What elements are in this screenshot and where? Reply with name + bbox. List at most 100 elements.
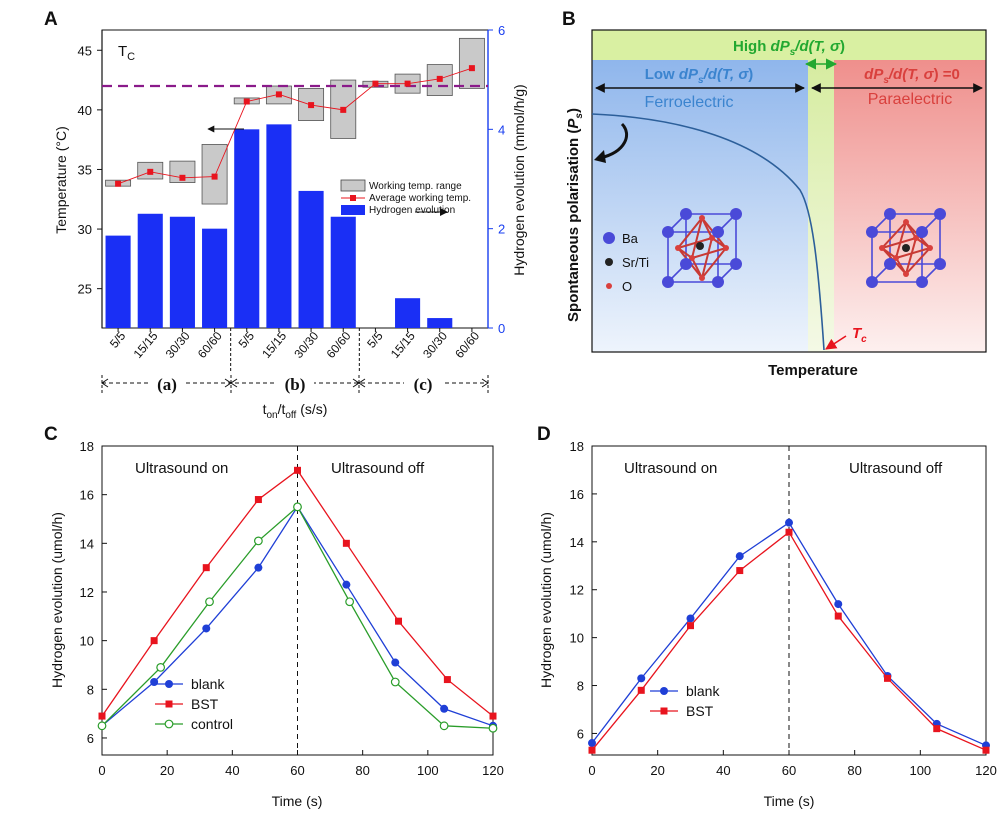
x-tick-label-4: 80 [355, 763, 369, 778]
series-point-blank-4 [785, 518, 793, 527]
y-tick-label-1: 8 [87, 682, 94, 697]
series-point-blank-7 [440, 704, 449, 713]
avg-temp-marker-1 [147, 168, 154, 175]
category-label-4: 5/5 [236, 329, 258, 351]
panel-b-diagram: High dPs/d(T, σ) Low dPs/d(T, σ) dPs/d(T… [565, 29, 987, 379]
oxygen-atom-3 [723, 245, 729, 251]
hydrogen-bar-9 [395, 298, 421, 328]
ba-atom-0 [866, 226, 878, 238]
ba-label: Ba [622, 231, 639, 246]
hydrogen-bar-0 [105, 235, 131, 328]
tc-curve-label: Tc [852, 325, 867, 345]
ferroelectric-label: Ferroelectric [645, 94, 734, 111]
ba-atom-6 [934, 258, 946, 270]
panel-c-series [97, 466, 498, 733]
ba-atom-5 [730, 208, 742, 220]
o-label: O [622, 279, 632, 294]
panel-d-x-axis-label: Time (s) [764, 793, 815, 809]
left-tick-label-2: 35 [78, 162, 92, 177]
panel-c-ultrasound-on: Ultrasound on [135, 460, 228, 477]
ba-atom-2 [916, 276, 928, 288]
paraelectric-label: Paraelectric [868, 91, 952, 108]
left-axis-ticks: 25 30 35 40 45 [78, 43, 102, 297]
series-point-control-5 [345, 597, 355, 607]
x-tick-label-6: 120 [975, 763, 997, 778]
octahedron-bond-3 [905, 221, 917, 239]
group-brackets: (a) (b) (c) [101, 372, 489, 395]
panel-letter-b: B [562, 9, 576, 30]
y-tick-label-3: 12 [570, 583, 584, 598]
hydrogen-bar-2 [169, 216, 195, 328]
series-point-blank-5 [834, 600, 843, 609]
ba-atom-5 [934, 208, 946, 220]
avg-temp-marker-2 [179, 174, 186, 181]
ba-atom-3 [662, 276, 674, 288]
series-point-blank-3 [254, 563, 263, 572]
ba-atom-0 [662, 226, 674, 238]
category-label-6: 30/30 [291, 329, 321, 361]
octahedron-bond-9 [895, 247, 931, 259]
series-point-BST-1 [150, 637, 158, 645]
series-point-blank-2 [202, 624, 211, 633]
oxygen-atom-4 [893, 255, 899, 261]
series-point-BST-2 [202, 564, 210, 572]
hydrogen-bar-1 [137, 213, 163, 328]
category-label-1: 15/15 [131, 329, 161, 361]
srti-label: Sr/Ti [622, 255, 649, 270]
legend-label-blank: blank [191, 676, 225, 692]
curved-arrow [599, 122, 628, 160]
panel-a-legend: Working temp. range Average working temp… [340, 179, 471, 216]
panel-d-legend: blank BST [650, 683, 720, 719]
right-tick-label-3: 6 [498, 23, 505, 38]
series-point-BST-3 [254, 496, 262, 504]
y-tick-label-0: 6 [577, 726, 584, 741]
legend-avg-label: Average working temp. [369, 193, 471, 204]
group-arrow-c-right [481, 378, 489, 388]
oxygen-atom-5 [709, 235, 715, 241]
panel-letter-d: D [537, 424, 551, 445]
panel-b-frame [591, 29, 987, 353]
panel-c-ultrasound-off: Ultrasound off [331, 460, 425, 477]
hydrogen-bar-10 [427, 318, 453, 328]
category-label-8: 5/5 [364, 329, 386, 351]
octahedron-bond-2 [691, 217, 703, 259]
tc-pointer-arrow [825, 335, 847, 350]
series-point-control-3 [253, 536, 263, 546]
avg-temp-marker-5 [275, 91, 282, 98]
legend-hydrogen-swatch [341, 205, 365, 215]
series-point-BST-8 [982, 746, 990, 754]
panel-a-right-axis-label: Hydrogen evolution (mmol/h/g) [511, 84, 527, 275]
panel-c-ticks: 0 20 40 60 80 100 120 6 8 10 12 14 16 18 [80, 439, 504, 778]
right-tick-label-0: 0 [498, 321, 505, 336]
series-point-blank-1 [150, 678, 159, 687]
panel-d-ultrasound-off: Ultrasound off [849, 460, 943, 477]
temp-range-boxes [105, 37, 485, 205]
center-atom [696, 242, 704, 250]
octahedron-bond-9 [691, 247, 727, 259]
avg-temp-marker-4 [243, 98, 250, 105]
category-label-0: 5/5 [107, 329, 129, 351]
hydrogen-bars [105, 124, 453, 328]
temp-range-box-11 [458, 37, 485, 89]
oxygen-atom-1 [699, 275, 705, 281]
series-point-control-6 [390, 677, 400, 687]
polarisation-curve [591, 113, 825, 351]
series-point-control-2 [205, 597, 214, 607]
oxygen-atom-2 [879, 245, 885, 251]
category-ticks: 5/5 15/15 30/30 60/60 5/5 15/15 30/30 60/60 5/5 1… [107, 328, 482, 372]
right-tick-label-1: 2 [498, 222, 505, 237]
series-point-BST-4 [785, 528, 793, 536]
octahedron-bond-7 [905, 237, 917, 275]
legend-label-BST: BST [686, 703, 714, 719]
category-label-2: 30/30 [163, 329, 193, 361]
series-point-blank-5 [342, 580, 351, 589]
avg-temp-marker-6 [308, 102, 315, 109]
panel-letter-a: A [44, 9, 58, 30]
legend-marker-BST [660, 707, 668, 715]
ba-atom-6 [730, 258, 742, 270]
panel-b-x-axis-label: Temperature [768, 362, 858, 379]
hydrogen-bar-4 [234, 129, 260, 328]
category-label-7: 60/60 [324, 329, 354, 361]
series-point-BST-1 [637, 686, 645, 694]
legend-avg-marker [350, 195, 356, 201]
